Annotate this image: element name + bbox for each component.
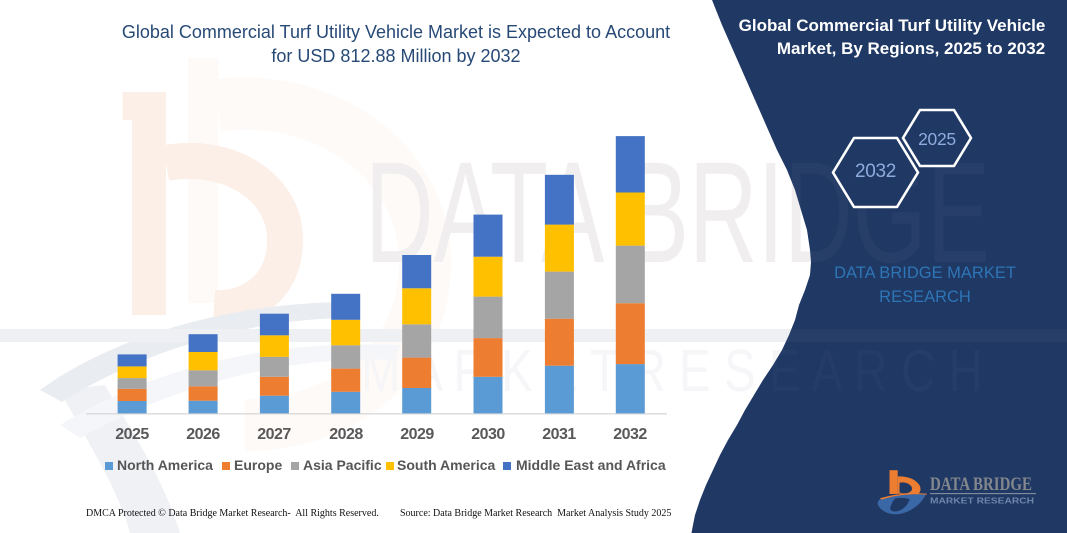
svg-text:MARKET RESEARCH: MARKET RESEARCH [930,496,1034,506]
svg-text:DATA BRIDGE: DATA BRIDGE [930,475,1032,495]
